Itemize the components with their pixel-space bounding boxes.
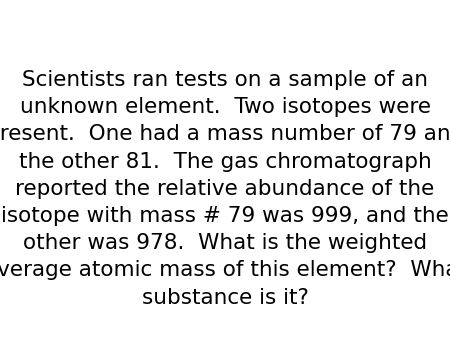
Text: Scientists ran tests on a sample of an
unknown element.  Two isotopes were
prese: Scientists ran tests on a sample of an u… bbox=[0, 70, 450, 308]
